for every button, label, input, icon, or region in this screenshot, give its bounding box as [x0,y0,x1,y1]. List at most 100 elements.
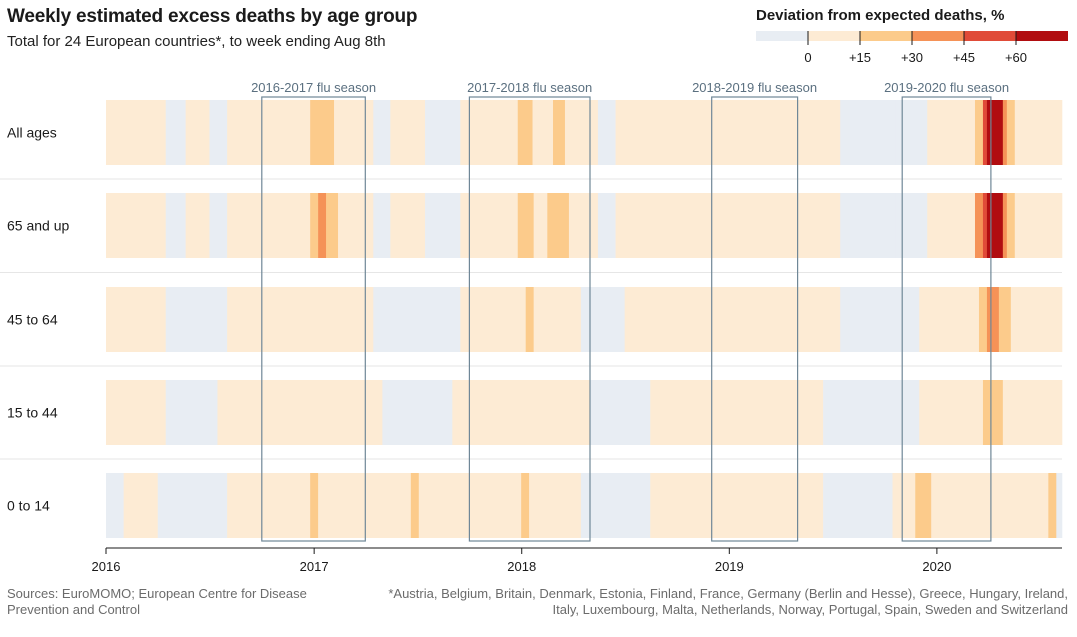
heatmap-cell [165,100,186,165]
flu-season-label: 2016-2017 flu season [251,80,376,95]
heatmap-cell [650,380,824,445]
heatmap-cell [529,473,582,538]
heatmap-cell [931,473,1049,538]
heatmap-cell [517,100,533,165]
heatmap-row [106,287,1063,352]
heatmap-cell [892,473,916,538]
heatmap-cell [418,473,522,538]
heatmap-cell [823,473,893,538]
heatmap-cell [553,100,566,165]
heatmap-cell [410,473,420,538]
heatmap-cell [982,100,988,165]
heatmap-cell [1006,193,1016,258]
legend-tick-label: 0 [804,50,811,65]
sources-note: Sources: EuroMOMO; European Centre for D… [7,586,307,617]
heatmap-cell [589,380,651,445]
flu-season-boxes: 2016-2017 flu season 2017-2018 flu season… [251,80,1009,542]
heatmap-cell [209,100,228,165]
heatmap-cell [318,473,412,538]
heatmap-cell [974,193,984,258]
heatmap-cell [615,193,841,258]
heatmap-rows: All ages 65 and up 45 to 64 15 to 44 0 to 14 [0,100,1063,538]
heatmap-cell [823,380,920,445]
heatmap-cell [338,193,374,258]
heatmap-cell [1002,380,1063,445]
heatmap-cell [927,193,976,258]
heatmap-cell [982,193,988,258]
heatmap-cell [1002,193,1008,258]
heatmap-cell [425,100,461,165]
chart-title: Weekly estimated excess deaths by age gr… [7,6,418,27]
heatmap-cell [986,193,1004,258]
heatmap-cell [310,100,335,165]
heatmap-cell [840,100,896,165]
x-axis-tick-label: 2017 [300,559,329,574]
heatmap-cell [517,193,534,258]
legend-tick-label: +30 [901,50,923,65]
heatmap-cell [106,100,167,165]
heatmap-row [106,473,1063,538]
heatmap-cell [1006,100,1016,165]
heatmap-cell [217,380,383,445]
heatmap-cell [185,100,210,165]
heatmap-cell [373,287,461,352]
heatmap-cell [1048,473,1057,538]
heatmap-cell [227,287,374,352]
heatmap-cell [547,193,570,258]
heatmap-cell [624,287,841,352]
heatmap-cell [373,193,391,258]
heatmap-cell [533,287,582,352]
legend-swatch [860,31,912,41]
legend-swatch [1016,31,1068,41]
flu-season-box [711,96,799,542]
heatmap-cell [525,287,534,352]
row-label: 15 to 44 [7,405,58,421]
heatmap-cell [157,473,228,538]
heatmap-cell [1014,100,1063,165]
x-axis-tick-label: 2019 [715,559,744,574]
x-axis: 2016 2017 2018 2019 2020 [92,547,1062,574]
heatmap-cell [373,100,391,165]
heatmap-cell [978,287,988,352]
heatmap-cell [1010,287,1063,352]
heatmap-cell [998,287,1012,352]
heatmap-cell [460,287,527,352]
heatmap-row [106,380,1063,445]
heatmap-cell [597,100,616,165]
legend-swatch [756,31,808,41]
heatmap-cell [452,380,591,445]
legend-tick-label: +15 [849,50,871,65]
heatmap-cell [382,380,453,445]
heatmap-cell [568,193,599,258]
heatmap-cell [532,100,554,165]
chart-subtitle: Total for 24 European countries*, to wee… [7,33,386,50]
heatmap-cell [919,287,980,352]
heatmap-cell [986,100,1004,165]
heatmap-cell [106,287,167,352]
countries-footnote: *Austria, Belgium, Britain, Denmark, Est… [388,586,1068,617]
heatmap-cell [209,193,228,258]
heatmap-row [106,100,1063,165]
heatmap-cell [106,473,124,538]
heatmap-cell [915,473,932,538]
heatmap-cell [334,100,374,165]
flu-season-label: 2019-2020 flu season [884,80,1009,95]
legend-swatch [808,31,860,41]
heatmap-cell [310,193,319,258]
heatmap-cell [310,473,319,538]
x-axis-tick-label: 2016 [92,559,121,574]
heatmap-cell [1002,100,1008,165]
legend-tick-label: +45 [953,50,975,65]
heatmap-cell [615,100,841,165]
heatmap-cell [425,193,461,258]
heatmap-cell [326,193,339,258]
heatmap-cell [982,380,1004,445]
row-label: 65 and up [7,218,69,234]
flu-season-box [468,96,591,542]
heatmap-cell [840,193,896,258]
heatmap-cell [986,287,1000,352]
legend-swatch [912,31,964,41]
flu-season-box [261,96,366,542]
heatmap-cell [919,380,984,445]
